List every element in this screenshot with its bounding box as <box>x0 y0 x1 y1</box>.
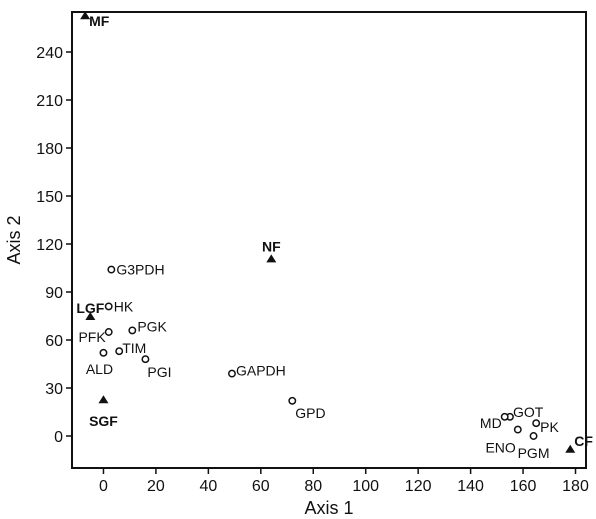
point-pk-label: PK <box>540 419 559 435</box>
point-eno-label: ENO <box>485 440 515 456</box>
plot-frame <box>71 11 587 469</box>
point-lgf-label: LGF <box>76 300 104 316</box>
point-ald-label: ALD <box>86 361 113 377</box>
point-pgk-marker <box>128 326 137 335</box>
y-axis-title: Axis 2 <box>4 215 24 264</box>
plot-area <box>71 11 587 469</box>
point-hk-marker <box>104 302 113 311</box>
x-tick-label: 180 <box>562 478 589 495</box>
point-tim-label: TIM <box>122 340 146 356</box>
point-sgf-label: SGF <box>89 413 118 429</box>
point-pgi-label: PGI <box>147 364 171 380</box>
point-hk-label: HK <box>114 298 134 314</box>
x-tick-label: 120 <box>405 478 432 495</box>
y-tick-label: 180 <box>36 141 63 158</box>
point-cf-label: CF <box>574 433 593 449</box>
y-tick-label: 210 <box>36 93 63 110</box>
point-pgk-label: PGK <box>137 318 167 334</box>
x-tick-label: 140 <box>457 478 484 495</box>
point-g3pdh-marker <box>107 265 116 274</box>
y-tick-label: 150 <box>36 189 63 206</box>
point-g3pdh-label: G3PDH <box>116 262 164 278</box>
point-tim-marker <box>115 347 124 356</box>
y-axis-ticks: 0 30 60 90 120 150 180 210 240 <box>36 45 72 446</box>
x-tick-label: 80 <box>304 478 322 495</box>
point-lgf-marker <box>85 312 96 320</box>
point-gpd-label: GPD <box>295 405 325 421</box>
point-sgf-marker <box>98 395 109 404</box>
point-nf-marker <box>266 254 277 263</box>
point-mf-marker <box>80 11 91 20</box>
y-tick-label: 60 <box>45 333 63 350</box>
y-tick-label: 0 <box>54 429 63 446</box>
x-tick-label: 60 <box>252 478 270 495</box>
point-cf-marker <box>565 444 576 453</box>
x-axis-ticks: 0 20 40 60 80 100 120 140 160 180 <box>99 468 589 495</box>
x-tick-label: 100 <box>352 478 379 495</box>
y-tick-label: 120 <box>36 237 63 254</box>
x-tick-label: 0 <box>99 478 108 495</box>
point-mf-label: MF <box>89 13 110 29</box>
point-pgi-marker <box>141 355 150 364</box>
point-pfk-label: PFK <box>78 329 106 345</box>
point-gpd-marker <box>288 396 297 405</box>
point-gapdh-label: GAPDH <box>236 363 286 379</box>
point-pfk-marker <box>104 328 113 336</box>
point-pgm-label: PGM <box>518 445 550 461</box>
x-tick-label: 40 <box>199 478 217 495</box>
point-eno-marker <box>513 425 522 434</box>
y-tick-label: 30 <box>45 381 63 398</box>
point-nf-label: NF <box>262 238 281 254</box>
x-tick-label: 20 <box>147 478 165 495</box>
point-pgm-marker <box>529 432 538 440</box>
point-got-label: GOT <box>513 404 544 420</box>
x-axis-title: Axis 1 <box>304 498 353 518</box>
point-md-marker <box>500 412 509 421</box>
point-gapdh-marker <box>228 369 236 378</box>
point-pk-marker <box>532 419 541 428</box>
y-tick-label: 240 <box>36 45 63 62</box>
x-tick-label: 160 <box>510 478 537 495</box>
point-md-label: MD <box>480 415 502 431</box>
point-ald-marker <box>99 348 108 357</box>
y-tick-label: 90 <box>45 285 63 302</box>
